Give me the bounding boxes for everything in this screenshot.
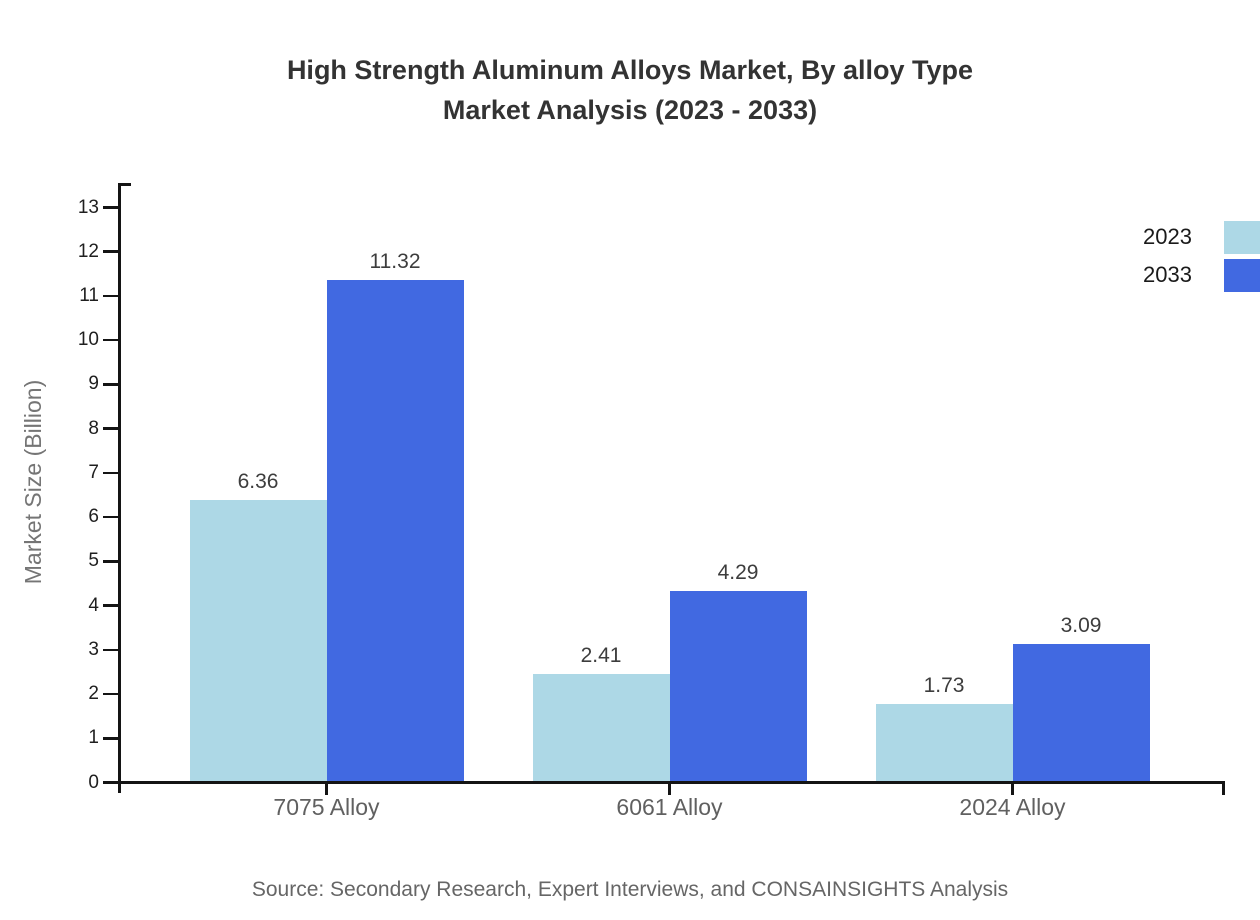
bar-2023-6061-alloy xyxy=(532,674,670,781)
y-tick-mark xyxy=(103,648,118,652)
chart-title-line1: High Strength Aluminum Alloys Market, By… xyxy=(286,55,974,85)
bar-2023-7075-alloy xyxy=(189,499,327,781)
y-tick-mark xyxy=(103,560,118,563)
bar-value-label: 6.36 xyxy=(237,469,279,493)
x-tick-mark xyxy=(1011,784,1014,795)
chart-title: High Strength Aluminum Alloys Market, By… xyxy=(0,50,1260,130)
y-tick-mark xyxy=(103,427,118,430)
y-tick-mark xyxy=(103,604,118,607)
y-tick-mark xyxy=(103,471,118,475)
x-category-label: 6061 Alloy xyxy=(616,794,723,820)
y-tick-mark xyxy=(103,515,118,519)
y-tick-mark xyxy=(103,338,118,342)
legend-label: 2023 xyxy=(1143,224,1192,249)
y-tick-label: 7 xyxy=(88,461,99,483)
bar-2033-2024-alloy xyxy=(1012,644,1150,781)
chart-title-line2: Market Analysis (2023 - 2033) xyxy=(442,95,818,125)
legend-swatch xyxy=(1224,221,1260,254)
bar-2023-2024-alloy xyxy=(875,704,1013,781)
y-tick-label: 4 xyxy=(88,594,99,616)
y-tick-mark xyxy=(103,692,118,696)
bar-value-label: 1.73 xyxy=(923,674,965,698)
y-tick-label: 8 xyxy=(88,417,99,439)
y-axis-top-cap xyxy=(118,183,131,186)
y-tick-mark xyxy=(103,206,118,209)
x-category-label: 7075 Alloy xyxy=(273,794,380,820)
bar-value-label: 2.41 xyxy=(580,644,622,668)
bar-value-label: 3.09 xyxy=(1060,614,1102,638)
y-tick-mark xyxy=(103,383,118,386)
legend-label: 2033 xyxy=(1143,262,1192,287)
y-tick-label: 0 xyxy=(88,771,99,793)
y-tick-label: 12 xyxy=(77,240,99,262)
y-tick-label: 6 xyxy=(88,506,99,528)
y-tick-label: 2 xyxy=(88,683,99,705)
bar-value-label: 11.32 xyxy=(369,250,421,274)
y-tick-mark xyxy=(103,737,118,740)
y-tick-label: 1 xyxy=(88,727,99,749)
legend-swatch xyxy=(1224,259,1260,292)
x-tick-mark xyxy=(325,784,328,795)
y-tick-label: 5 xyxy=(88,550,99,572)
y-tick-mark xyxy=(103,250,118,253)
y-tick-mark xyxy=(103,294,118,298)
x-axis-spine xyxy=(107,781,1225,784)
y-tick-label: 3 xyxy=(88,638,99,660)
y-tick-label: 11 xyxy=(79,284,99,306)
y-tick-label: 10 xyxy=(77,329,99,351)
source-note: Source: Secondary Research, Expert Inter… xyxy=(251,878,1009,901)
bar-2033-7075-alloy xyxy=(326,280,464,781)
x-axis-end-cap xyxy=(1222,781,1225,795)
y-axis-spine xyxy=(118,183,121,793)
bar-2033-6061-alloy xyxy=(669,591,807,781)
x-tick-mark xyxy=(668,784,671,795)
y-tick-label: 13 xyxy=(77,196,99,218)
y-tick-mark xyxy=(103,781,118,784)
x-category-label: 2024 Alloy xyxy=(959,794,1066,820)
y-tick-label: 9 xyxy=(88,373,99,395)
bar-value-label: 4.29 xyxy=(717,561,759,585)
